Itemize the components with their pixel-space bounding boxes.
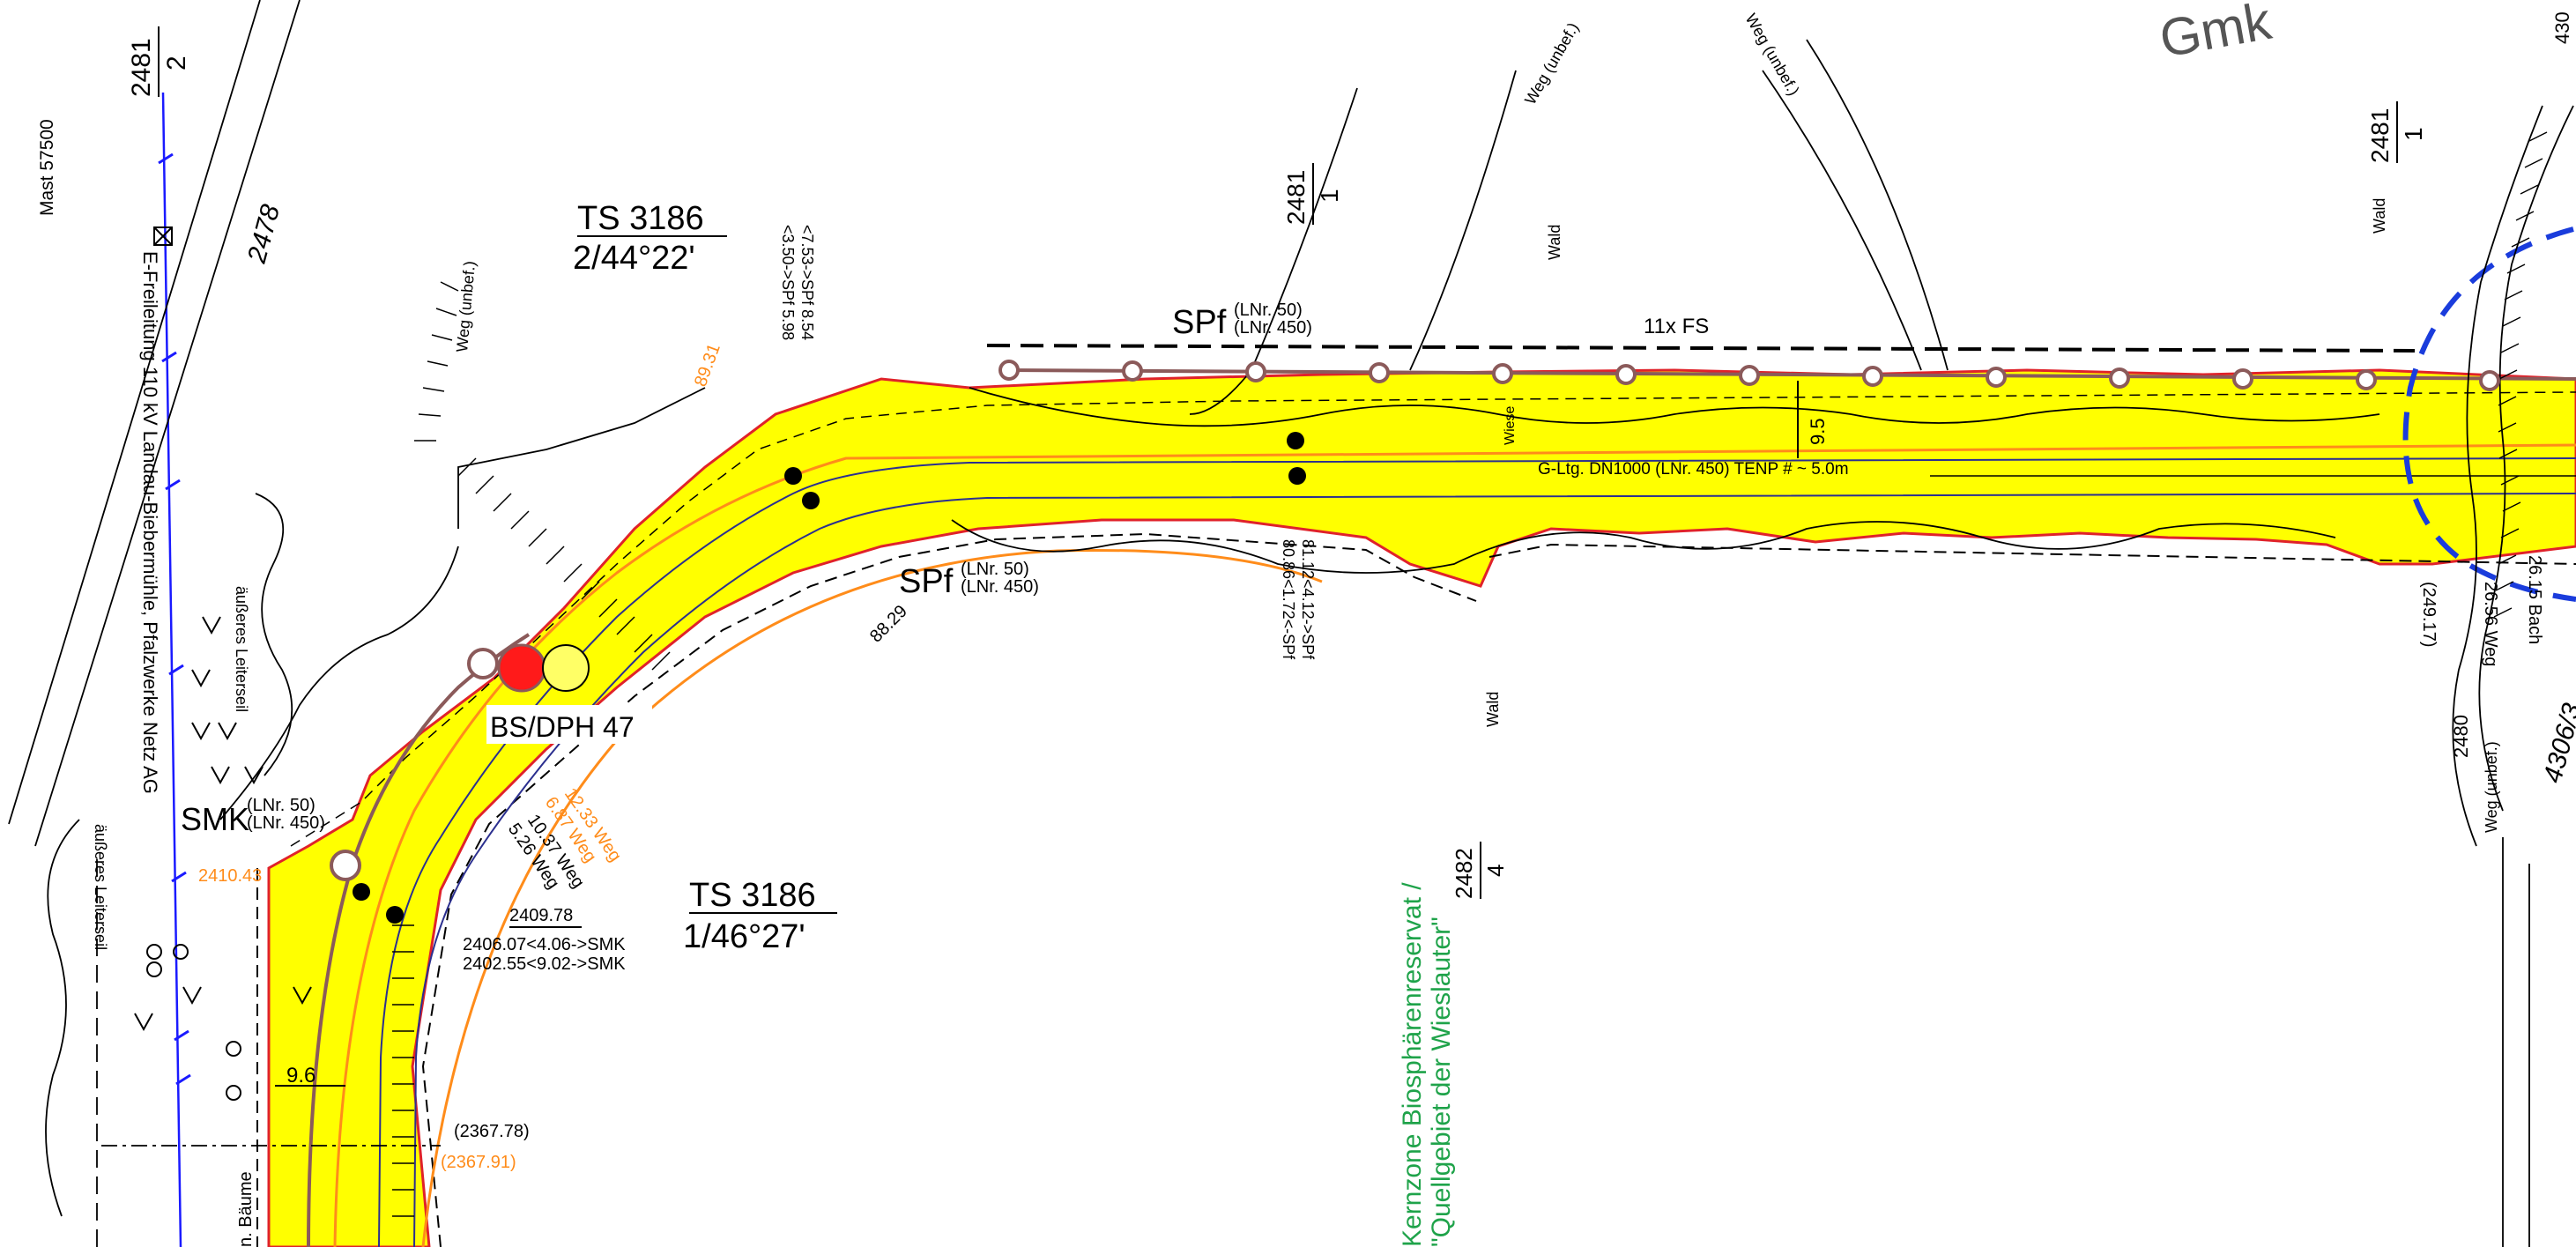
vegetation-symbols	[134, 616, 312, 1101]
measure-mid-1: 81.12<4.12->SPf	[1299, 539, 1317, 660]
measure-low-2: 2402.55<9.02->SMK	[463, 954, 626, 974]
dist-2367-78: (2367.78)	[454, 1122, 530, 1141]
parcel-2482-4-num: 2482	[1451, 848, 1477, 899]
parcel-4306-3-label: 4306/3	[2538, 700, 2576, 785]
weg-middle-label: Weg (unbef.)	[1521, 19, 1582, 108]
weg-left-label: Weg (unbef.)	[453, 260, 479, 353]
mast-symbol-cross	[153, 226, 173, 246]
pipeline	[378, 457, 2576, 1247]
site-yellow-marker	[542, 644, 590, 692]
mast-markers	[330, 360, 2500, 881]
right-cluster-label-2: 26.15 Bach	[2525, 555, 2544, 644]
orange-route	[333, 443, 2576, 1247]
smk-lnr450: (LNr. 450)	[247, 813, 325, 833]
slope-hatching	[392, 131, 2548, 1217]
site-label-bg	[486, 705, 652, 744]
site-markers	[497, 643, 590, 693]
pipeline-label: G-Ltg. DN1000 (LNr. 450) TENP # ~ 5.0m	[1538, 460, 1849, 479]
wiese-label: Wiese	[1503, 405, 1518, 445]
measure-top-2: <3.50->SPf 5.98	[779, 225, 797, 340]
black-dash-fs	[986, 344, 2416, 353]
blue-dashed-circle	[2402, 226, 2576, 602]
wald-top-right-label: Wald	[2371, 198, 2388, 234]
wald-bottom-label: Wald	[1484, 692, 1502, 727]
corridor-outer-dash	[256, 532, 2576, 1247]
dist-2409-78: 2409.78	[509, 906, 573, 925]
measure-top-1: <7.53->SPf 8.54	[798, 225, 816, 340]
spf-mid-lnr450: (LNr. 450)	[961, 577, 1039, 597]
corridor-fill	[267, 368, 2576, 1247]
gmk-label: Gmk	[2156, 0, 2276, 69]
dim-9-5-label: 9.5	[1807, 418, 1829, 445]
power-line-ticks	[158, 152, 191, 1086]
corridor-inner-dash	[290, 391, 2576, 847]
dist-89-31: 89.31	[691, 341, 724, 390]
survey-points	[353, 432, 1306, 924]
ts-low-number: TS 3186	[689, 877, 816, 914]
smk-label: SMK	[181, 801, 249, 837]
parcel-2481-2-num: 2481	[127, 38, 156, 97]
spf-top-label: SPf	[1172, 304, 1227, 341]
dim-9-6-label: 9.6	[286, 1064, 316, 1087]
parcel-2482-4: 2482 4	[1451, 842, 1509, 899]
power-line	[161, 92, 182, 1247]
measure-mid-2: 80.86<1.72<-SPf	[1280, 539, 1297, 660]
right-cluster-label-1: 26.56 Weg	[2481, 582, 2500, 666]
spf-top-lnr50: (LNr. 50)	[1234, 301, 1303, 320]
outer-rope-label-2: äußeres Leiterseil	[92, 824, 109, 950]
ts-low-angle: 1/46°27'	[683, 918, 805, 955]
parcel-2481-2: 2481 2	[127, 26, 191, 97]
spf-mid-lnr50: (LNr. 50)	[961, 560, 1029, 579]
parcel-430-label: 430	[2551, 11, 2573, 44]
parcel-2481-1-mid: 2481 1	[1282, 163, 1343, 225]
wald-top-label: Wald	[1546, 225, 1563, 260]
mast-label: Mast 57500	[37, 119, 57, 216]
nature-label-1: Kernzone Biosphärenreservat /	[1398, 882, 1427, 1247]
parcel-2481-2-den: 2	[162, 56, 191, 71]
parcel-2482-4-den: 4	[1482, 865, 1509, 877]
spf-mid-label: SPf	[899, 563, 954, 600]
weg-far-right-label: Weg (unbef.)	[2483, 741, 2500, 833]
parcel-2481-1-right-den: 1	[2400, 127, 2427, 141]
parcel-2481-1-mid-num: 2481	[1282, 170, 1310, 225]
fs-count-label: 11x FS	[1644, 315, 1709, 338]
spf-top-lnr450: (LNr. 450)	[1234, 318, 1312, 338]
site-red-marker	[497, 643, 546, 693]
parcel-2481-1-right-num: 2481	[2366, 108, 2394, 163]
parcel-2481-1-mid-den: 1	[1316, 189, 1343, 203]
dist-88-29: 88.29	[866, 602, 911, 647]
terrain-lines	[8, 0, 2574, 1247]
parcel-2481-1-right: 2481 1	[2366, 101, 2427, 163]
dist-249-17: (249.17)	[2419, 582, 2439, 648]
parcel-2480-label: 2480	[2450, 715, 2472, 758]
outer-rope-label-1: äußeres Leiterseil	[233, 586, 250, 712]
mast-symbol	[153, 226, 173, 246]
dist-2367-91: (2367.91)	[441, 1153, 516, 1172]
measure-low-1: 2406.07<4.06->SMK	[463, 935, 626, 954]
ts-top-angle: 2/44°22'	[573, 240, 695, 277]
ts-top-number: TS 3186	[577, 200, 704, 237]
power-line-label: E-Freileitung 110 kV Landau-Biebermühle,…	[139, 251, 161, 794]
baeume-label: n. Bäume	[236, 1171, 256, 1247]
parcel-2478-label: 2478	[242, 202, 286, 267]
construction-corridor	[256, 368, 2576, 1247]
site-label: BS/DPH 47	[490, 711, 635, 743]
dist-2410-43: 2410.43	[198, 866, 262, 886]
smk-lnr50: (LNr. 50)	[247, 796, 316, 815]
dimension-marks	[275, 381, 1799, 1087]
nature-label-2: "Quellgebiet der Wieslauter"	[1427, 917, 1456, 1247]
